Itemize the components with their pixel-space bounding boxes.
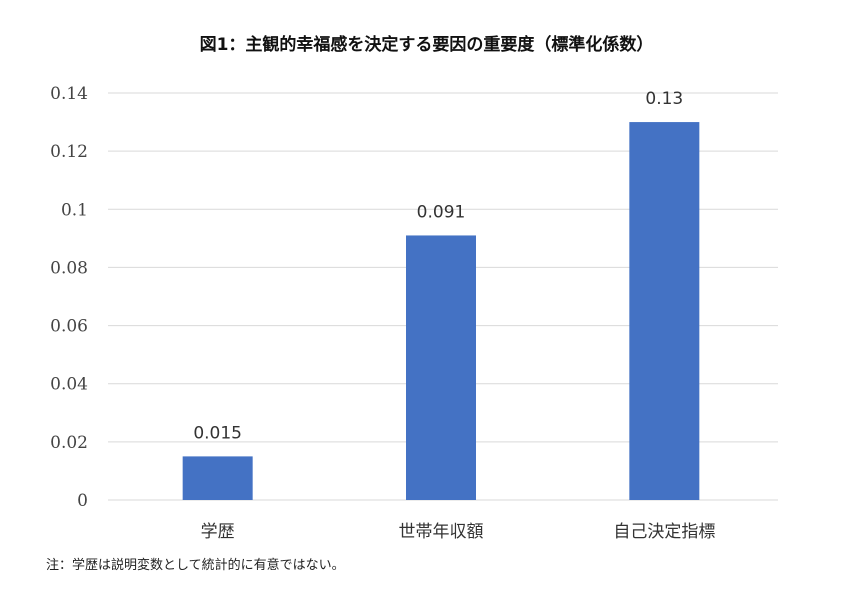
y-tick-label: 0.1 xyxy=(61,200,88,220)
bar xyxy=(629,122,700,501)
bar xyxy=(406,235,476,500)
y-axis-ticks: 0 0.02 0.04 0.06 0.08 0.1 0.12 0.14 xyxy=(50,84,88,511)
y-tick-label: 0.14 xyxy=(50,84,88,104)
y-tick-label: 0.08 xyxy=(50,258,88,278)
bar xyxy=(182,456,253,500)
data-label: 0.015 xyxy=(193,423,242,443)
x-category-label: 世帯年収額 xyxy=(399,522,484,542)
x-axis-categories: 学歴 世帯年収額 自己決定指標 xyxy=(201,522,716,542)
y-tick-label: 0 xyxy=(77,491,88,511)
x-category-label: 自己決定指標 xyxy=(613,522,715,542)
data-labels: 0.015 0.091 0.13 xyxy=(193,89,683,443)
y-tick-label: 0.02 xyxy=(50,433,88,453)
y-tick-label: 0.06 xyxy=(50,317,88,337)
x-category-label: 学歴 xyxy=(201,522,235,542)
data-label: 0.091 xyxy=(417,202,466,222)
y-tick-label: 0.12 xyxy=(50,142,88,162)
chart-title: 図1：主観的幸福感を決定する要因の重要度（標準化係数） xyxy=(199,35,654,55)
y-tick-label: 0.04 xyxy=(50,375,88,395)
data-label: 0.13 xyxy=(645,89,683,109)
bars xyxy=(182,122,700,501)
footnote: 注：学歴は説明変数として統計的に有意ではない。 xyxy=(46,558,345,573)
